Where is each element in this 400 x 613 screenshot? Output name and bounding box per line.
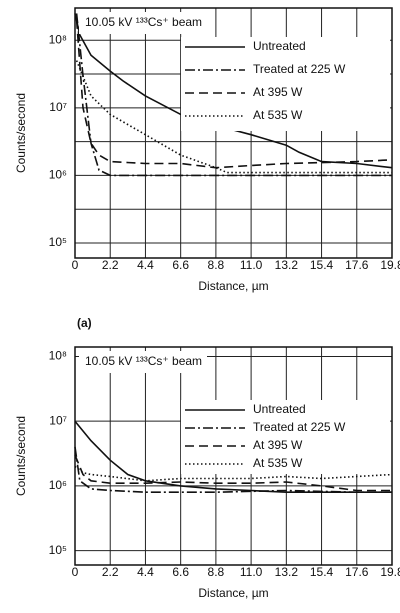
x-tick-label: 6.6	[172, 258, 189, 272]
annotation-box	[79, 12, 207, 34]
x-tick-label: 17.6	[345, 565, 369, 579]
data-line	[74, 446, 392, 493]
data-line	[74, 465, 393, 482]
x-tick-label: 19.8	[380, 258, 400, 272]
x-tick-label: 11.0	[240, 258, 263, 272]
x-tick-label: 13.2	[275, 258, 299, 272]
y-tick-label: 10⁶	[49, 478, 67, 492]
legend-label: At 535 W	[253, 456, 303, 470]
y-tick-label: 10⁷	[49, 100, 67, 114]
legend-label: At 535 W	[253, 108, 303, 122]
x-tick-label: 17.6	[345, 258, 369, 272]
data-line	[74, 420, 392, 493]
plot-frame	[74, 7, 393, 259]
data-line	[74, 454, 392, 492]
y-axis-label: Counts/second	[14, 416, 28, 496]
x-tick-label: 13.2	[275, 565, 299, 579]
x-tick-label: 8.8	[208, 565, 225, 579]
legend-label: Untreated	[253, 402, 306, 416]
y-tick-label: 10⁵	[49, 235, 67, 249]
data-line	[75, 13, 392, 177]
y-axis-label: Counts/second	[14, 93, 28, 173]
x-tick-label: 8.8	[208, 258, 225, 272]
x-axis-label: Distance, µm	[198, 279, 268, 293]
x-tick-label: 19.8	[380, 565, 400, 579]
y-tick-label: 10⁷	[49, 413, 67, 427]
legend-label: Untreated	[253, 39, 306, 53]
legend-box	[181, 37, 390, 131]
x-tick-label: 4.4	[137, 258, 154, 272]
x-tick-label: 2.2	[102, 258, 119, 272]
x-tick-label: 11.0	[240, 565, 263, 579]
legend-box	[181, 400, 390, 474]
data-line	[75, 60, 392, 174]
x-axis-label: Distance, µm	[198, 586, 268, 600]
x-tick-label: 0	[72, 258, 79, 272]
x-tick-label: 15.4	[310, 565, 334, 579]
legend-label: Treated at 225 W	[253, 420, 346, 434]
y-tick-label: 10⁸	[49, 32, 67, 46]
y-tick-label: 10⁶	[49, 168, 67, 182]
data-line	[75, 19, 393, 169]
annotation: 10.05 kV ¹³³Cs⁺ beam	[85, 354, 202, 368]
x-tick-label: 4.4	[137, 565, 154, 579]
x-tick-label: 0	[72, 565, 79, 579]
x-tick-label: 6.6	[172, 565, 189, 579]
x-tick-label: 15.4	[310, 258, 334, 272]
y-tick-label: 10⁸	[49, 349, 67, 363]
y-tick-label: 10⁵	[49, 543, 67, 557]
legend-label: At 395 W	[253, 438, 303, 452]
panel-label: (a)	[77, 316, 92, 330]
legend-label: Treated at 225 W	[253, 62, 346, 76]
legend-label: At 395 W	[253, 85, 303, 99]
annotation-box	[79, 351, 207, 373]
x-tick-label: 2.2	[102, 565, 119, 579]
annotation: 10.05 kV ¹³³Cs⁺ beam	[85, 15, 202, 29]
